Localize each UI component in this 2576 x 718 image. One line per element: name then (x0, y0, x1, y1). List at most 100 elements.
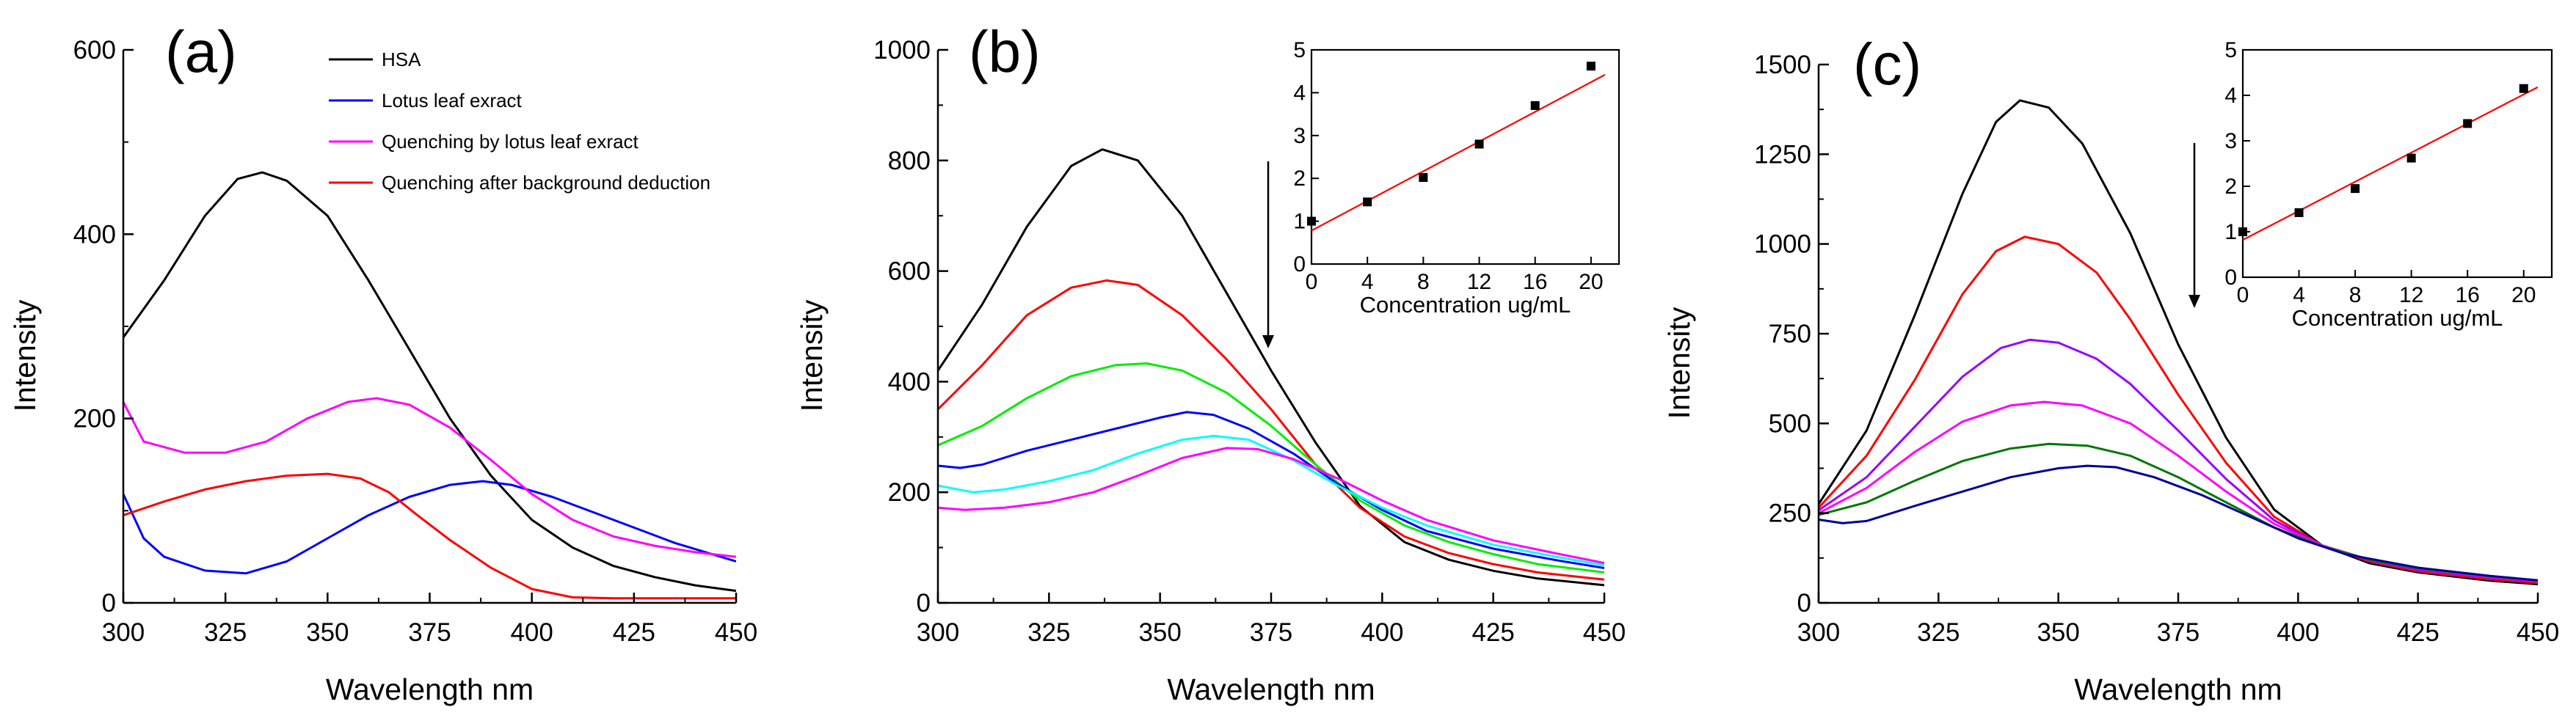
inset-data-point (2351, 184, 2360, 194)
x-tick-label: 425 (1471, 618, 1514, 647)
inset-x-tick-label: 20 (1579, 270, 1603, 294)
inset-x-tick-label: 16 (2455, 283, 2479, 307)
x-tick-label: 350 (2037, 618, 2079, 647)
inset-data-point (1307, 216, 1316, 226)
x-tick-label: 300 (1797, 618, 1840, 647)
series-line-0 (938, 148, 1604, 587)
panel-label: (a) (165, 19, 237, 84)
panel-a: 300 325 350 375 400 425 450 0 200 400 600 Wavelengt… (8, 19, 757, 706)
x-axis-title: Wavelength nm (2074, 673, 2282, 706)
series-line-16 (1819, 442, 2538, 582)
x-tick-label: 325 (204, 618, 247, 647)
inset-y-tick-label: 5 (1293, 38, 1306, 62)
inset-y-tick-label: 0 (2224, 265, 2237, 290)
inset-y-tick-label: 2 (2224, 175, 2237, 199)
x-tick-label: 325 (1917, 618, 1960, 647)
inset-x-tick-label: 8 (1417, 270, 1430, 294)
inset-x-tick-label: 0 (2237, 283, 2249, 307)
series-group (1819, 99, 2538, 586)
inset-y-tick-label: 2 (1293, 166, 1306, 191)
inset-x-tick-label: 0 (1306, 270, 1318, 294)
legend-label: Lotus leaf exract (382, 89, 523, 111)
series-line-quenching-by-lotus-leaf-exract (123, 397, 736, 558)
inset-y-tick-label: 5 (2224, 38, 2237, 62)
inset-x-tick-label: 8 (2349, 283, 2362, 307)
y-tick-label: 800 (888, 147, 931, 175)
inset-x-axis-title: Concentration ug/mL (2292, 305, 2503, 331)
inset-x-tick-label: 16 (1523, 270, 1547, 294)
inset-x-tick-label: 4 (1361, 270, 1374, 294)
y-tick-label: 0 (1797, 589, 1811, 618)
y-tick-label: 200 (888, 478, 931, 507)
inset-data-point (1586, 62, 1596, 71)
inset-x-tick-label: 12 (1467, 270, 1491, 294)
inset-x-tick-label: 20 (2511, 283, 2536, 307)
series-line-hsa (123, 171, 736, 593)
inset-x-axis-title: Concentration ug/mL (1360, 292, 1571, 318)
series-line-8 (938, 362, 1604, 574)
panel-b: 300 325 350 375 400 425 45002004006008001000Wa… (795, 19, 1626, 706)
series-line-0 (1819, 99, 2538, 586)
inset-x-tick-label: 4 (2293, 283, 2305, 307)
inset-data-point (2519, 84, 2528, 93)
inset-data-point (2238, 227, 2247, 236)
inset-data-point (1363, 197, 1372, 207)
series-line-20 (938, 447, 1604, 565)
inset-data-point (2406, 153, 2416, 163)
y-axis-title: Intensity (795, 299, 829, 411)
x-tick-label: 375 (2157, 618, 2200, 647)
inset-frame (1310, 48, 1620, 265)
x-tick-label: 350 (306, 618, 349, 647)
y-axis-title: Intensity (1662, 307, 1696, 419)
panel-label: (c) (1853, 32, 1921, 97)
x-tick-label: 400 (2277, 618, 2319, 647)
inset-data-point (1474, 139, 1484, 149)
series-line-4 (1819, 235, 2538, 585)
trend-arrow-head (2188, 295, 2200, 308)
y-axis-title: Intensity (8, 299, 42, 411)
legend: HSA Lotus leaf exract Quenching by lotus l… (329, 48, 710, 194)
legend-label: Quenching by lotus leaf exract (382, 131, 639, 153)
legend-label: Quenching after background deduction (382, 172, 710, 194)
inset-x-tick-label: 12 (2399, 283, 2423, 307)
x-tick-label: 425 (613, 618, 655, 647)
panel-label: (b) (969, 19, 1041, 84)
legend-label: HSA (382, 48, 421, 70)
x-tick-label: 375 (408, 618, 451, 647)
y-tick-label: 0 (102, 589, 116, 618)
inset-y-tick-label: 1 (2224, 220, 2237, 244)
inset-fit-line (1311, 73, 1606, 232)
x-tick-label: 450 (2517, 618, 2559, 647)
inset-data-point (2294, 208, 2304, 217)
panel-c: 300 325 350 375 400 425 4500250500750100012501… (1662, 32, 2559, 706)
inset-data-point (1419, 173, 1428, 183)
x-tick-label: 400 (510, 618, 553, 647)
series-line-20 (1819, 464, 2538, 582)
x-tick-label: 450 (715, 618, 757, 647)
series-line-12 (1819, 400, 2538, 582)
y-tick-label: 0 (917, 589, 931, 618)
y-tick-label: 500 (1769, 409, 1811, 438)
series-group (938, 148, 1604, 587)
y-tick-label: 750 (1769, 320, 1811, 348)
series-line-8 (1819, 338, 2538, 583)
x-tick-label: 450 (1583, 618, 1626, 647)
inset-y-tick-label: 3 (2224, 129, 2237, 153)
inset-y-tick-label: 0 (1293, 252, 1306, 276)
inset-y-tick-label: 4 (1293, 81, 1306, 105)
y-tick-label: 400 (888, 367, 931, 396)
x-tick-label: 325 (1027, 618, 1070, 647)
series-line-quenching-after-background-deduction (123, 472, 736, 600)
inset-y-tick-label: 1 (1293, 210, 1306, 234)
y-tick-label: 1500 (1754, 51, 1811, 79)
x-tick-label: 425 (2396, 618, 2439, 647)
y-tick-label: 250 (1769, 499, 1811, 528)
inset-data-point (2463, 119, 2473, 128)
inset-y-tick-label: 4 (2224, 84, 2237, 108)
y-tick-label: 600 (73, 36, 116, 65)
inset-y-tick-label: 3 (1293, 124, 1306, 148)
x-tick-label: 300 (917, 618, 959, 647)
x-tick-label: 350 (1138, 618, 1181, 647)
